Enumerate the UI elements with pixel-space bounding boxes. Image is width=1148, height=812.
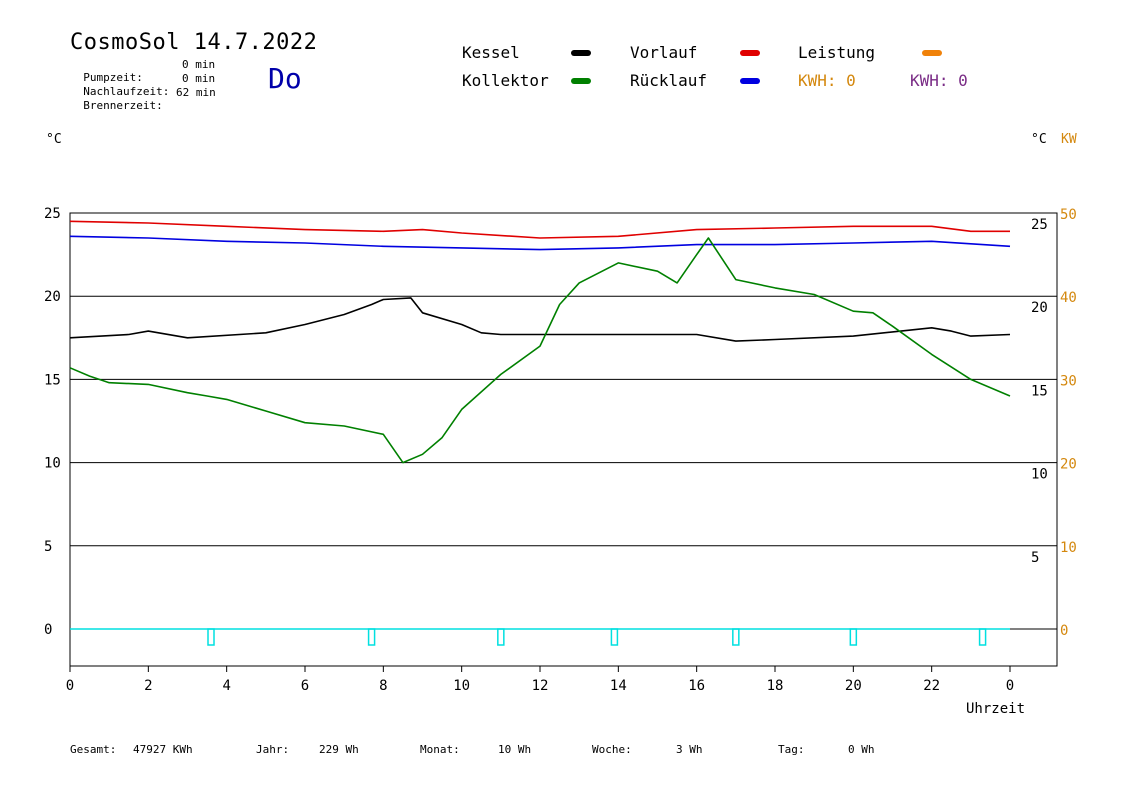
y-left-tick-label: 5 xyxy=(44,539,52,555)
legend-vorlauf-label: Vorlauf xyxy=(630,43,698,62)
legend-leistung-label: Leistung xyxy=(798,43,876,62)
chart-title: CosmoSol 14.7.2022 xyxy=(70,30,318,55)
footer-jahr-label: Jahr: xyxy=(256,743,290,756)
footer-woche-label: Woche: xyxy=(592,743,632,756)
legend-vorlauf-swatch xyxy=(740,50,760,56)
burner-pulse xyxy=(732,628,740,646)
info-brennerzeit-label: Brennerzeit: xyxy=(83,99,163,112)
right-axis-unit: °C xyxy=(1031,132,1047,147)
legend-kwh-purple: KWH: 0 xyxy=(910,71,968,90)
legend-ruecklauf-swatch xyxy=(740,78,760,84)
x-tick-label: 12 xyxy=(532,678,549,694)
info-nachlaufzeit: Nachlaufzeit: 0 min xyxy=(70,72,215,111)
footer-tag-label: Tag: xyxy=(778,743,805,756)
y-left-tick-label: 0 xyxy=(44,622,52,638)
info-nachlaufzeit-value: 0 min xyxy=(182,72,216,85)
kessel-line xyxy=(69,297,1011,342)
x-tick-label: 0 xyxy=(66,678,74,694)
x-tick-label: 10 xyxy=(453,678,470,694)
x-tick-label: 0 xyxy=(1006,678,1014,694)
burner-pulse xyxy=(207,628,215,646)
x-tick-label: 4 xyxy=(222,678,230,694)
footer-jahr-value: 229 Wh xyxy=(319,743,359,756)
legend-leistung-swatch xyxy=(922,50,942,56)
y-left-tick-label: 10 xyxy=(44,456,61,472)
legend-ruecklauf-label: Rücklauf xyxy=(630,71,708,90)
legend-kollektor-label: Kollektor xyxy=(462,71,549,90)
x-tick-label: 14 xyxy=(610,678,627,694)
info-nachlaufzeit-label: Nachlaufzeit: xyxy=(83,85,170,98)
x-tick-label: 6 xyxy=(301,678,309,694)
info-brennerzeit-value: 62 min xyxy=(176,86,216,99)
y-kw-tick-label: 0 xyxy=(1060,623,1068,639)
vorlauf-line xyxy=(69,220,1010,239)
y-left-tick-label: 15 xyxy=(44,372,61,388)
burner-pulse xyxy=(367,628,376,646)
info-pumpzeit-label: Pumpzeit: xyxy=(83,71,143,84)
kollektor-line xyxy=(69,237,1011,464)
x-tick-label: 2 xyxy=(144,678,152,694)
y-right-tick-label: 5 xyxy=(1031,550,1039,566)
plot-frame xyxy=(69,212,1058,667)
legend-kessel-swatch xyxy=(571,50,591,56)
x-tick-label: 22 xyxy=(923,678,940,694)
info-pumpzeit: Pumpzeit: 0 min xyxy=(70,58,215,97)
ruecklauf-line xyxy=(69,235,1011,251)
y-kw-tick-label: 10 xyxy=(1060,540,1077,556)
info-pumpzeit-value: 0 min xyxy=(182,58,216,71)
legend-kwh-orange: KWH: 0 xyxy=(798,71,856,90)
footer-gesamt-value: 47927 KWh xyxy=(133,743,193,756)
info-brennerzeit: Brennerzeit: 62 min xyxy=(70,86,216,125)
y-right-tick-label: 20 xyxy=(1031,300,1048,316)
x-tick-label: 8 xyxy=(379,678,387,694)
y-left-tick-label: 20 xyxy=(44,289,61,305)
footer-tag-value: 0 Wh xyxy=(848,743,875,756)
x-tick-label: 18 xyxy=(767,678,784,694)
y-kw-tick-label: 20 xyxy=(1060,457,1077,473)
footer-woche-value: 3 Wh xyxy=(676,743,703,756)
y-right-tick-label: 25 xyxy=(1031,217,1048,233)
legend-kessel-label: Kessel xyxy=(462,43,520,62)
y-kw-tick-label: 30 xyxy=(1060,373,1077,389)
burner-pulse xyxy=(610,628,619,646)
kw-axis-unit: KW xyxy=(1061,132,1077,147)
y-left-tick-label: 25 xyxy=(44,206,61,222)
footer-monat-value: 10 Wh xyxy=(498,743,532,756)
footer-gesamt-label: Gesamt: xyxy=(70,743,117,756)
x-axis-label: Uhrzeit xyxy=(966,701,1026,717)
left-axis-unit: °C xyxy=(46,132,62,147)
footer-monat-label: Monat: xyxy=(420,743,460,756)
burner-pulse xyxy=(978,628,987,646)
y-kw-tick-label: 50 xyxy=(1060,207,1077,223)
weekday-label: Do xyxy=(268,62,302,95)
burner-pulse xyxy=(849,628,858,646)
x-tick-label: 20 xyxy=(845,678,862,694)
y-right-tick-label: 15 xyxy=(1031,383,1048,399)
x-tick-label: 16 xyxy=(688,678,705,694)
burner-pulse xyxy=(497,628,505,646)
legend-kollektor-swatch xyxy=(571,78,591,84)
y-kw-tick-label: 40 xyxy=(1060,290,1077,306)
y-right-tick-label: 10 xyxy=(1031,467,1048,483)
